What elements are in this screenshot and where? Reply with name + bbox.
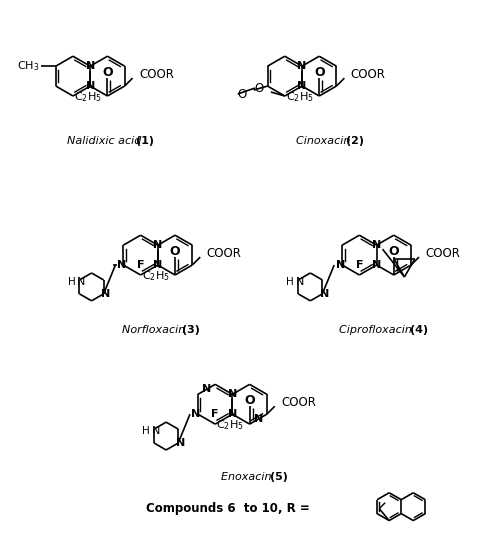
Text: (3): (3): [182, 325, 200, 334]
Text: N: N: [298, 61, 306, 71]
Text: Nalidixic acid: Nalidixic acid: [67, 136, 145, 146]
Text: Norfloxacin: Norfloxacin: [122, 325, 189, 334]
Text: O: O: [237, 87, 246, 100]
Text: N: N: [202, 384, 211, 395]
Text: N: N: [228, 389, 237, 399]
Text: Enoxacin: Enoxacin: [221, 472, 275, 482]
Text: Compounds 6  to 10, R =: Compounds 6 to 10, R =: [145, 502, 313, 515]
Text: N: N: [153, 260, 163, 270]
Text: Cinoxacin: Cinoxacin: [296, 136, 354, 146]
Text: Ciprofloxacin: Ciprofloxacin: [339, 325, 415, 334]
Text: N: N: [77, 277, 85, 287]
Text: COOR: COOR: [425, 247, 460, 260]
Text: N: N: [191, 409, 201, 419]
Text: COOR: COOR: [351, 68, 386, 81]
Text: N: N: [298, 81, 306, 91]
Text: COOR: COOR: [207, 247, 242, 260]
Text: (4): (4): [410, 325, 428, 334]
Text: C$_2$H$_5$: C$_2$H$_5$: [217, 418, 245, 432]
Text: (2): (2): [347, 136, 364, 146]
Text: O: O: [170, 244, 180, 257]
Text: (1): (1): [136, 136, 154, 146]
Text: C$_2$H$_5$: C$_2$H$_5$: [142, 269, 170, 283]
Text: F: F: [212, 409, 219, 419]
Text: N: N: [152, 426, 160, 436]
Text: N: N: [372, 260, 381, 270]
Text: C$_2$H$_5$: C$_2$H$_5$: [286, 90, 314, 104]
Text: H: H: [142, 426, 150, 436]
Text: F: F: [355, 260, 363, 270]
Text: F: F: [137, 260, 144, 270]
Text: O: O: [388, 244, 399, 257]
Text: H: H: [68, 277, 76, 287]
Text: COOR: COOR: [281, 396, 316, 409]
Text: H: H: [286, 277, 294, 287]
Text: N: N: [176, 438, 185, 448]
Text: O: O: [102, 66, 113, 79]
Text: O: O: [245, 394, 255, 406]
Text: C$_2$H$_5$: C$_2$H$_5$: [74, 90, 102, 104]
Text: N: N: [101, 289, 110, 299]
Text: N: N: [372, 240, 381, 250]
Text: COOR: COOR: [139, 68, 174, 81]
Text: N: N: [296, 277, 304, 287]
Text: (5): (5): [270, 472, 288, 482]
Text: N: N: [254, 414, 263, 424]
Text: N: N: [85, 61, 95, 71]
Text: N: N: [335, 260, 345, 270]
Text: O: O: [314, 66, 325, 79]
Text: N: N: [117, 260, 126, 270]
Text: O: O: [254, 81, 264, 94]
Text: N: N: [153, 240, 163, 250]
Text: N: N: [228, 409, 237, 419]
Text: CH$_3$: CH$_3$: [17, 59, 39, 73]
Text: N: N: [320, 289, 329, 299]
Text: N: N: [85, 81, 95, 91]
